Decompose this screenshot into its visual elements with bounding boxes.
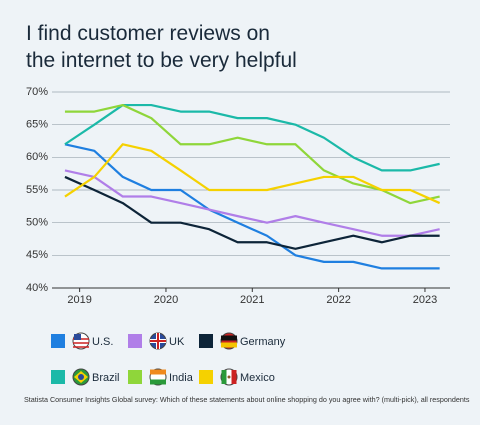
y-tick-label: 65% bbox=[26, 119, 48, 131]
y-tick-label: 50% bbox=[26, 217, 48, 229]
legend-swatch bbox=[128, 334, 142, 348]
x-tick-label: 2021 bbox=[240, 294, 264, 306]
legend-swatch bbox=[51, 370, 65, 384]
legend-label: UK bbox=[169, 336, 185, 348]
y-tick-label: 40% bbox=[26, 282, 48, 294]
series-line bbox=[64, 103, 440, 172]
legend-label: Germany bbox=[240, 336, 286, 348]
legend-label: Brazil bbox=[92, 372, 120, 384]
y-tick-label: 70% bbox=[26, 86, 48, 98]
footnote: Statista Consumer Insights Global survey… bbox=[24, 395, 470, 404]
x-tick-label: 2023 bbox=[413, 294, 437, 306]
legend-swatch bbox=[199, 334, 213, 348]
series-line bbox=[64, 143, 440, 270]
legend-label: India bbox=[169, 372, 194, 384]
x-tick-label: 2020 bbox=[154, 294, 178, 306]
series-line bbox=[64, 175, 440, 250]
series-line bbox=[64, 103, 440, 205]
title-line: the internet to be very helpful bbox=[26, 49, 297, 72]
flags bbox=[72, 332, 238, 386]
title-line: I find customer reviews on bbox=[26, 22, 270, 45]
y-tick-label: 60% bbox=[26, 151, 48, 163]
series-line bbox=[64, 143, 441, 205]
y-tick-label: 45% bbox=[26, 249, 48, 261]
legend-swatch bbox=[128, 370, 142, 384]
series-line bbox=[64, 169, 440, 237]
y-tick-label: 55% bbox=[26, 184, 48, 196]
legend-swatch bbox=[199, 370, 213, 384]
x-tick-label: 2022 bbox=[326, 294, 350, 306]
legend-label: U.S. bbox=[92, 336, 113, 348]
legend-label: Mexico bbox=[240, 372, 275, 384]
x-tick-label: 2019 bbox=[67, 294, 91, 306]
legend-swatch bbox=[51, 334, 65, 348]
